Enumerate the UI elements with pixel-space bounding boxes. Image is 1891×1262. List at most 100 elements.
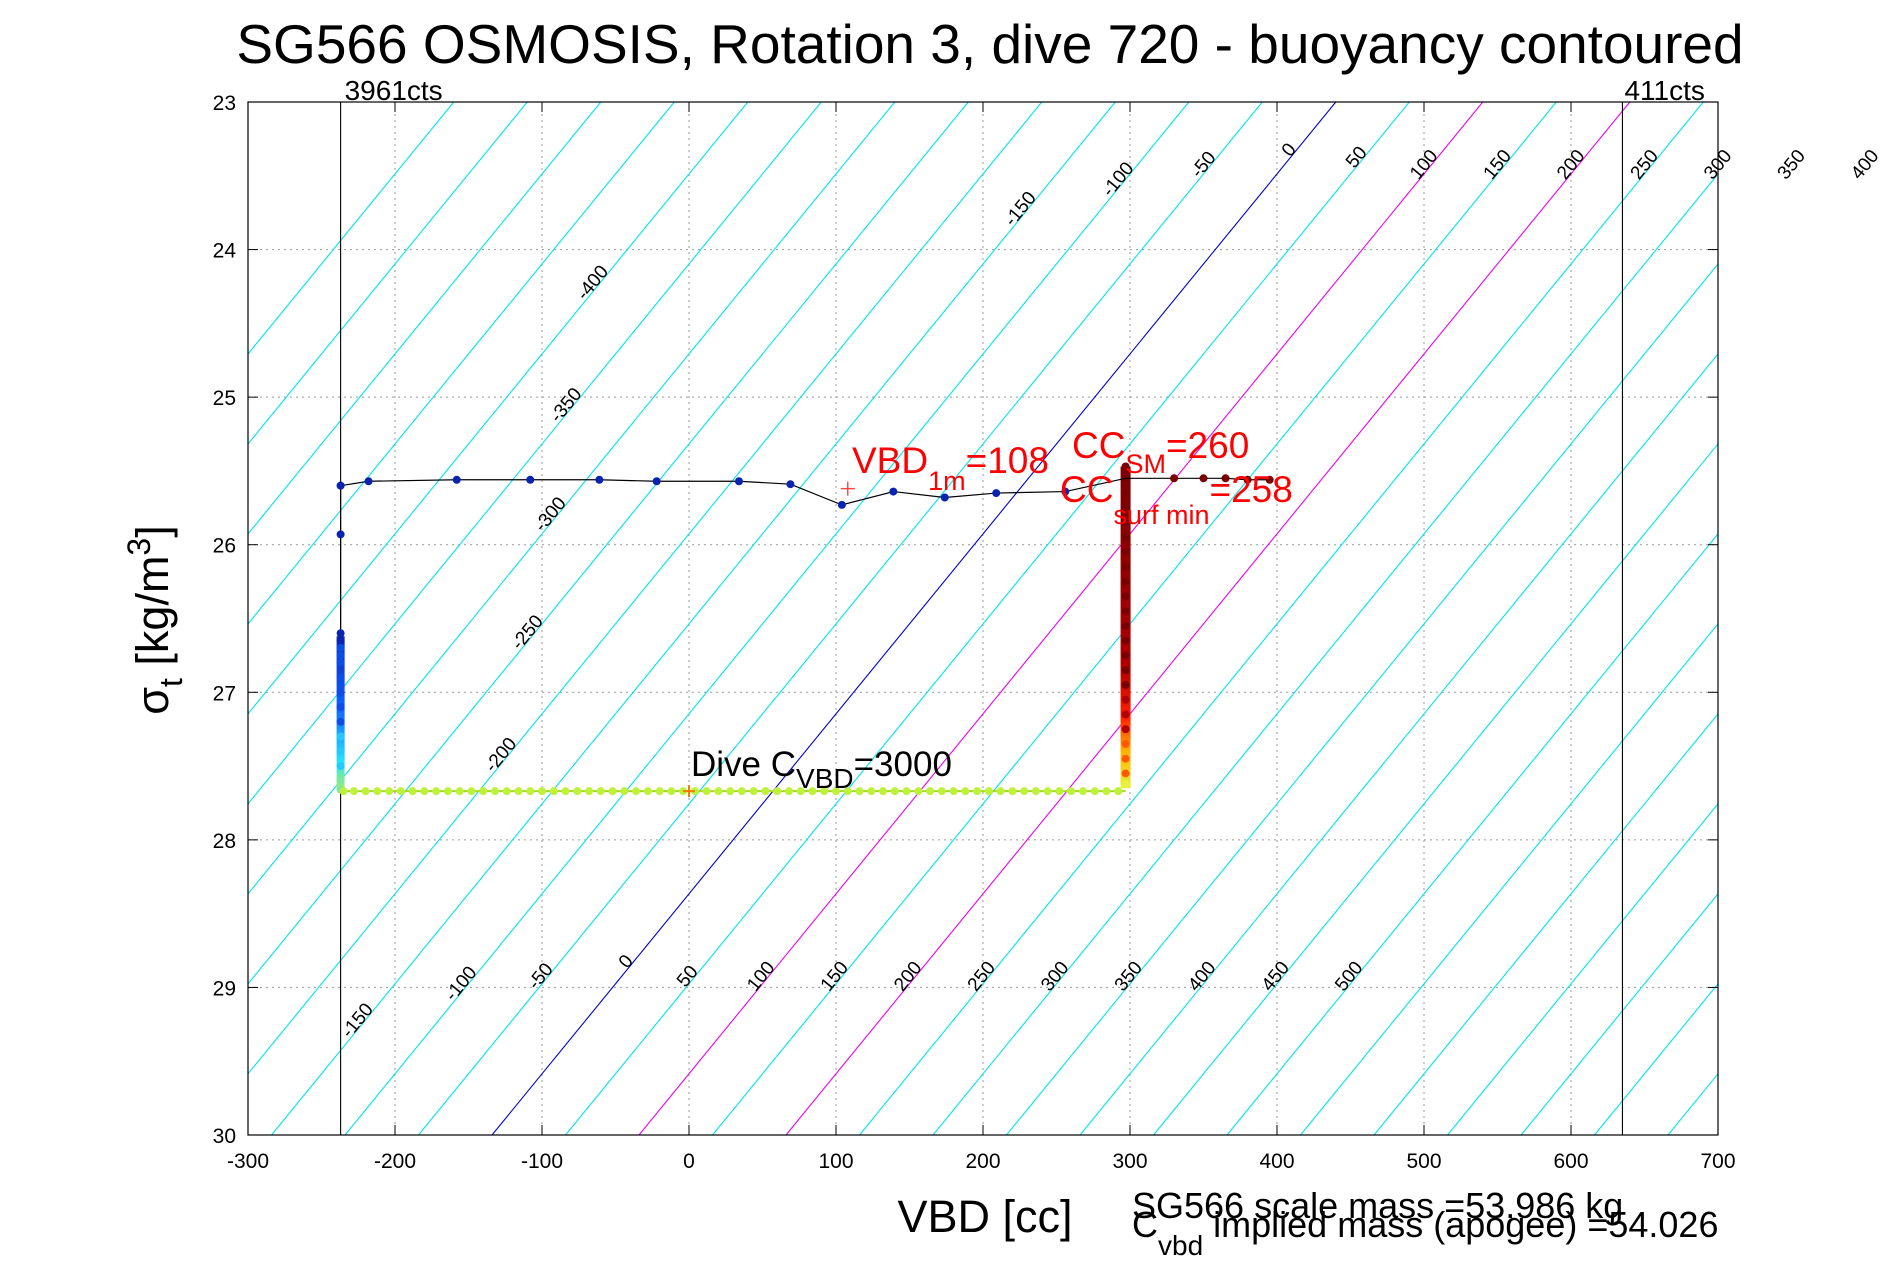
climb-point <box>1121 636 1130 645</box>
x-tick-label: 200 <box>965 1150 1000 1173</box>
contour-line <box>1447 802 1718 1135</box>
apogee-point <box>514 787 523 796</box>
footer-notes: SG566 scale mass =53.986 kg Cvbd implied… <box>1132 1185 1718 1261</box>
climb-point <box>1121 779 1130 788</box>
cc-surf-min-pre: CC <box>1060 469 1113 510</box>
apogee-point <box>726 787 735 796</box>
contour-label: 250 <box>964 958 1000 996</box>
contour-line <box>1079 353 1718 1135</box>
apogee-point <box>937 787 946 796</box>
contour-line <box>344 102 1190 1135</box>
climb-point <box>1121 651 1130 660</box>
apogee-point <box>585 787 594 796</box>
apogee-point <box>749 787 758 796</box>
y-tick-label: 24 <box>213 240 237 263</box>
cc-sm-post: =260 <box>1166 425 1249 466</box>
contour-line <box>1520 892 1718 1135</box>
apogee-point <box>396 787 405 796</box>
implied-mass-pre: C <box>1132 1204 1158 1245</box>
vbd-1m-annotation: VBD1m=108 <box>852 440 1049 496</box>
apogee-point <box>420 787 429 796</box>
x-axis-label: VBD [cc] <box>897 1191 1072 1242</box>
x-tick-label: -200 <box>374 1150 416 1173</box>
apogee-point <box>796 787 805 796</box>
apogee-point <box>761 787 770 796</box>
x-tick-label: 300 <box>1112 1150 1147 1173</box>
apogee-point <box>714 787 723 796</box>
apogee-point <box>632 787 641 796</box>
x-tick-label: 0 <box>683 1150 695 1173</box>
apogee-point <box>373 787 382 796</box>
vbd-1m-sub: 1m <box>928 466 966 496</box>
contour-label: 200 <box>890 958 926 996</box>
dive-point <box>336 644 345 653</box>
contour-line <box>1373 713 1718 1135</box>
dive-point <box>336 688 345 697</box>
contour-line <box>248 102 822 805</box>
dive-point <box>336 629 345 638</box>
apogee-point <box>984 787 993 796</box>
dive-cvbd-pre: Dive C <box>691 745 796 784</box>
surface-point <box>1061 487 1070 496</box>
dive-cvbd-post: =3000 <box>854 745 952 784</box>
surface-point-dark <box>1243 475 1252 484</box>
surface-point <box>786 480 795 489</box>
contour-label: -200 <box>481 734 521 777</box>
apogee-point <box>467 787 476 796</box>
contour-label: -150 <box>1000 188 1040 231</box>
dive-point <box>336 717 345 726</box>
climb-point <box>1121 769 1130 778</box>
contour-line <box>785 102 1631 1135</box>
contour-label: 400 <box>1847 146 1883 184</box>
y-axis-label-sup: 3 <box>121 538 157 556</box>
contour-line <box>248 102 455 355</box>
contour-label: -300 <box>530 493 570 536</box>
y-tick-label: 30 <box>213 1125 236 1148</box>
apogee-point <box>667 787 676 796</box>
contour-label: 150 <box>1480 146 1516 184</box>
surface-point <box>452 475 461 484</box>
apogee-point <box>385 787 394 796</box>
y-axis-label: σt [kg/m3] <box>121 525 189 715</box>
contour-label: 0 <box>1278 139 1301 160</box>
apogee-point <box>1090 787 1099 796</box>
apogee-point <box>596 787 605 796</box>
apogee-point <box>479 787 488 796</box>
apogee-point <box>1043 787 1052 796</box>
apogee-point <box>879 787 888 796</box>
y-tick-label: 29 <box>213 977 236 1000</box>
contour-label: 450 <box>1258 958 1294 996</box>
implied-mass-sub: vbd <box>1158 1230 1203 1261</box>
contour-line <box>1815 102 1891 1135</box>
implied-mass-note: Cvbd implied mass (apogee) =54.026 <box>1132 1204 1718 1261</box>
surface-point <box>526 475 535 484</box>
climb-point <box>1121 462 1130 471</box>
contour-label: 400 <box>1184 958 1220 996</box>
implied-mass-post: implied mass (apogee) =54.026 <box>1203 1204 1718 1245</box>
contour-line <box>1742 102 1891 1135</box>
apogee-point <box>1055 787 1064 796</box>
contour-label: -50 <box>524 959 558 994</box>
dive-point <box>336 658 345 667</box>
apogee-point <box>961 787 970 796</box>
contour-label: 50 <box>1342 143 1372 173</box>
contour-line <box>1226 533 1718 1135</box>
contour-labels: -400 -350 -300 -250 -200 -150 -100 -50 0 50 100 150… <box>338 139 1884 1042</box>
apogee-point <box>1067 787 1076 796</box>
surface-point <box>734 477 743 486</box>
apogee-point <box>538 787 546 796</box>
contour-line <box>418 102 1263 1135</box>
surface-point <box>889 487 898 496</box>
apogee-point <box>608 787 617 796</box>
apogee-point <box>361 787 370 796</box>
apogee-point <box>902 787 911 796</box>
contour-label: -250 <box>508 611 548 654</box>
cc-surf-min-annotation: CCsurf min=258 <box>1060 469 1293 530</box>
surface-point-dark <box>1265 475 1274 484</box>
contour-label: 250 <box>1627 146 1663 184</box>
apogee-point <box>443 787 452 796</box>
apogee-point <box>773 787 782 796</box>
cc-sm-sub: SM <box>1125 449 1166 479</box>
climb-point <box>1121 695 1130 704</box>
y-axis-label-end: ] <box>127 525 178 538</box>
